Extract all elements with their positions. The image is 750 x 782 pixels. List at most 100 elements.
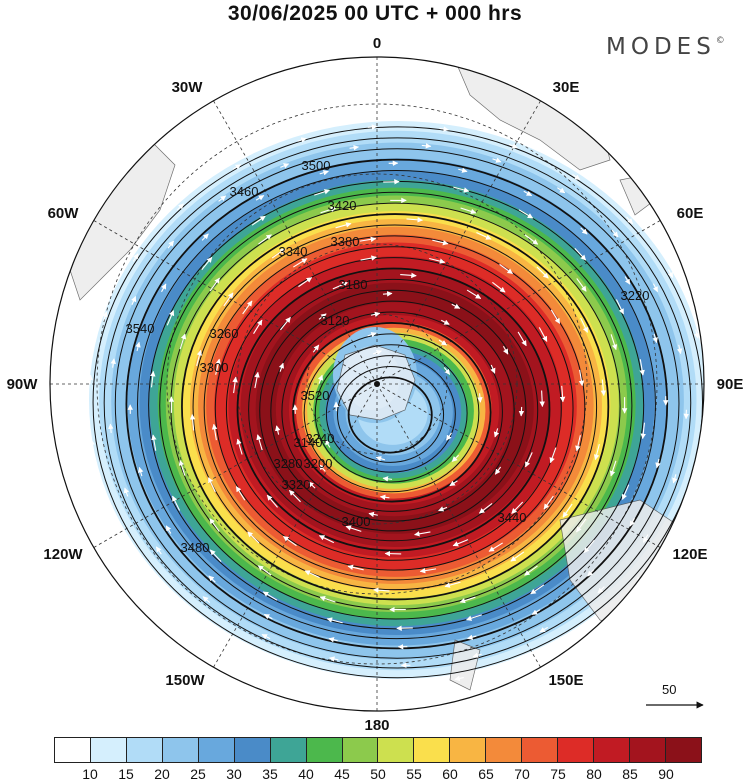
wind-vector: [324, 439, 331, 448]
wind-vector: [655, 458, 661, 469]
wind-vector: [207, 477, 216, 493]
wind-vector: [580, 317, 589, 333]
wind-vector: [432, 239, 449, 246]
wind-vector: [108, 423, 114, 434]
wind-vector: [262, 591, 278, 601]
colorbar-label: 55: [406, 766, 422, 782]
wind-vector: [375, 456, 386, 462]
wind-vector: [312, 344, 320, 353]
wind-vector: [499, 263, 513, 275]
wind-vector: [135, 341, 141, 352]
wind-vector: [440, 319, 450, 325]
wind-vector: [672, 474, 678, 484]
wind-vector: [438, 339, 448, 346]
wind-vector: [572, 174, 581, 181]
wind-vector: [488, 542, 503, 552]
wind-vector: [478, 503, 493, 514]
colorbar-cell: [414, 738, 451, 762]
reference-vector-label: 50: [662, 682, 677, 697]
wind-vector: [209, 277, 220, 292]
wind-vector: [490, 364, 496, 374]
wind-vector: [151, 434, 157, 451]
colorbar-label: 25: [190, 766, 206, 782]
wind-vector: [460, 207, 477, 215]
wind-vector: [476, 232, 492, 240]
south-pole-marker: [374, 381, 380, 387]
wind-vector: [466, 289, 482, 299]
contour-label: 3540: [126, 321, 155, 336]
contour-line: [259, 289, 527, 532]
colorbar-label: 80: [586, 766, 602, 782]
contour-line: [159, 191, 633, 620]
wind-vector: [518, 406, 525, 417]
colorbar-cell: [486, 738, 523, 762]
colorbar-label: 40: [298, 766, 314, 782]
colorbar-cell: [126, 738, 163, 762]
colorbar-label: 60: [442, 766, 458, 782]
wind-vector: [132, 253, 139, 262]
wind-vector: [467, 634, 477, 640]
wind-vector: [263, 613, 273, 620]
wind-vector: [347, 564, 364, 571]
wind-vector: [642, 534, 649, 543]
wind-vector: [304, 570, 320, 578]
wind-vector: [615, 299, 624, 315]
longitude-label: 60E: [677, 205, 704, 222]
wind-vector: [414, 531, 431, 537]
wind-vector: [419, 567, 437, 574]
wind-vector: [254, 371, 260, 389]
wind-vector: [406, 217, 424, 223]
contour-label: 3480: [181, 540, 210, 555]
colorbar-label: 65: [478, 766, 494, 782]
colorbar-label: 85: [622, 766, 638, 782]
wind-vector: [328, 637, 338, 643]
wind-vector: [382, 476, 393, 482]
wind-vector: [493, 428, 500, 438]
wind-vector: [525, 452, 533, 468]
colorbar-label: 10: [82, 766, 98, 782]
wind-vector: [518, 209, 534, 219]
longitude-label: 90W: [7, 376, 39, 393]
wind-vector: [640, 422, 646, 440]
wind-vector: [557, 187, 566, 194]
longitude-label: 0: [373, 35, 381, 52]
brand-mark: ©: [715, 36, 725, 46]
wind-vector: [319, 170, 329, 176]
wind-vector: [539, 390, 545, 408]
wind-vector: [176, 203, 184, 211]
meridian-line: [376, 383, 541, 668]
wind-vector: [107, 502, 114, 512]
colorbar-cell: [234, 738, 271, 762]
contour-label: 3180: [339, 277, 368, 292]
wind-vector: [297, 137, 307, 143]
colorbar-cell: [270, 738, 307, 762]
latitude-circle: [306, 313, 448, 455]
wind-vector: [652, 333, 658, 344]
longitude-labels: 0 30E 60E 90E 120E 150E 180 150W 120W 90W 60W 30W: [7, 35, 744, 734]
wind-vector: [349, 144, 360, 151]
contour-label: 3460: [230, 184, 259, 199]
wind-vector: [587, 569, 595, 577]
wind-vector: [494, 466, 502, 475]
colorbar-label: 45: [334, 766, 350, 782]
wind-vector: [131, 296, 137, 305]
wind-vector: [459, 596, 476, 604]
contour-line: [181, 213, 610, 601]
contour-label: 3500: [302, 158, 331, 173]
wind-vector: [332, 281, 349, 290]
longitude-label: 150E: [548, 672, 583, 689]
wind-vector: [576, 278, 587, 292]
wind-vector: [256, 434, 263, 451]
wind-vector: [531, 609, 541, 615]
wind-vector: [676, 344, 683, 355]
wind-vector: [379, 494, 390, 501]
contour-label: 3300: [200, 360, 229, 375]
contour-line: [203, 235, 586, 581]
wind-vector: [320, 206, 337, 214]
wind-vector: [123, 487, 130, 497]
brand-text: MODES: [606, 34, 716, 60]
wind-vector: [232, 164, 242, 170]
colorbar-label: 90: [658, 766, 674, 782]
wind-vector: [242, 300, 253, 315]
wind-vector: [345, 525, 362, 532]
